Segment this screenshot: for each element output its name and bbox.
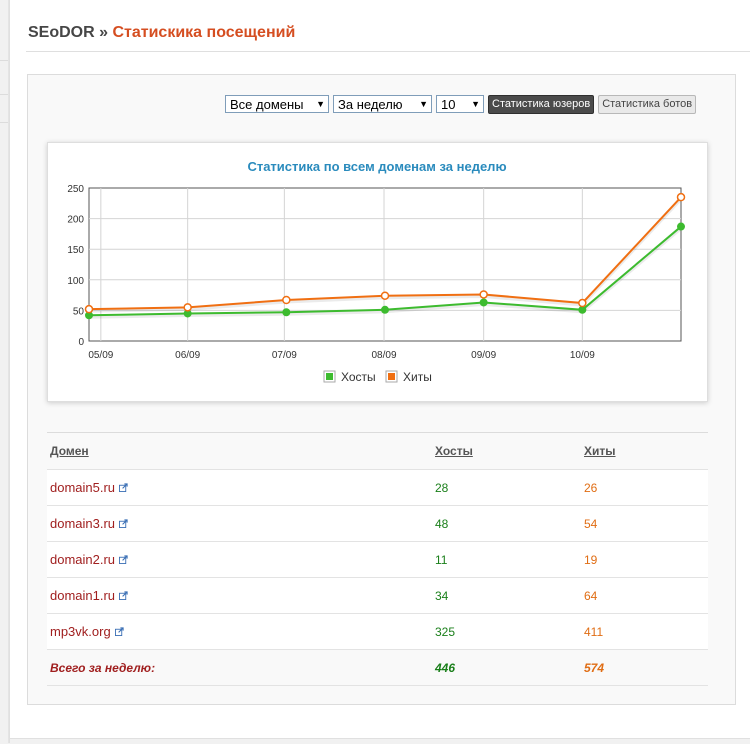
external-link-icon[interactable] (119, 483, 128, 492)
strip-mark (0, 94, 8, 95)
count-select[interactable]: 10 ▼ (436, 95, 484, 113)
table-row: domain3.ru 48 54 (47, 506, 708, 542)
x-tick-label: 05/09 (88, 350, 113, 361)
external-link-icon[interactable] (119, 555, 128, 564)
domain-cell: domain2.ru (50, 542, 128, 577)
domain-cell: domain1.ru (50, 578, 128, 613)
table-row: domain1.ru 34 64 (47, 578, 708, 614)
domain-cell: mp3vk.org (50, 614, 124, 649)
data-point-hosts (677, 222, 685, 231)
hosts-cell: 48 (435, 516, 449, 531)
domain-link[interactable]: domain5.ru (50, 480, 116, 495)
header-domain[interactable]: Домен (50, 444, 89, 458)
data-point-hits (282, 295, 291, 305)
domain-cell: domain3.ru (50, 506, 128, 541)
chevron-down-icon: ▼ (419, 99, 428, 109)
hosts-cell: 325 (435, 624, 456, 639)
external-link-icon[interactable] (114, 627, 124, 636)
data-point-hits (84, 304, 94, 314)
table-row: domain5.ru 28 26 (47, 470, 708, 506)
table-body: domain5.ru 28 26 domain3.ru 48 54 domain2.ru 11… (47, 470, 708, 650)
x-tick-label: 08/09 (371, 350, 396, 361)
data-point-hosts (381, 305, 389, 314)
domain-select[interactable]: Все домены ▼ (225, 95, 329, 113)
hits-cell: 411 (584, 624, 604, 639)
left-strip (0, 0, 9, 743)
x-tick-label: 07/09 (272, 350, 297, 361)
legend-label-hosts: Хосты (341, 370, 376, 384)
data-point-hits (578, 298, 587, 308)
y-tick-label: 200 (67, 215, 84, 226)
table-total-row: Всего за неделю: 446 574 (47, 650, 708, 686)
table-row: domain2.ru 11 19 (47, 542, 708, 578)
page: SEoDOR » Статискика посещений Все домены… (9, 0, 750, 744)
y-tick-label: 50 (73, 306, 85, 317)
external-link-icon[interactable] (119, 591, 128, 600)
hits-cell: 64 (584, 588, 598, 603)
period-select[interactable]: За неделю ▼ (333, 95, 432, 113)
data-point-hits (479, 290, 488, 299)
users-stats-button[interactable]: Статистика юзеров (488, 94, 595, 114)
hosts-cell: 11 (435, 552, 448, 567)
chevron-down-icon: ▼ (316, 99, 325, 109)
domain-link[interactable]: domain1.ru (50, 588, 116, 603)
hits-cell: 54 (584, 516, 598, 531)
total-label: Всего за неделю: (50, 660, 156, 675)
y-tick-label: 0 (78, 337, 84, 348)
hits-cell: 19 (584, 552, 598, 567)
data-point-hits (183, 303, 192, 312)
y-tick-label: 150 (67, 245, 84, 256)
x-tick-label: 10/09 (570, 350, 595, 361)
y-tick-label: 250 (67, 184, 84, 195)
page-heading: Статискика посещений (112, 24, 296, 41)
line-chart: Статистика по всем доменам за неделю 0 50 1… (67, 159, 686, 384)
data-point-hits (380, 291, 390, 300)
stats-table: Домен Хосты Хиты domain5.ru 28 26 domain3.r… (47, 432, 708, 686)
period-select-value: За неделю (338, 96, 403, 112)
domain-select-value: Все домены (230, 96, 304, 112)
title-divider (26, 51, 750, 52)
chart-title: Статистика по всем доменам за неделю (247, 159, 506, 174)
total-hits: 574 (584, 660, 605, 675)
x-tick-label: 09/09 (471, 350, 496, 361)
legend-label-hits: Хиты (403, 370, 432, 384)
total-hosts: 446 (435, 660, 456, 675)
table-header-row: Домен Хосты Хиты (47, 433, 708, 470)
strip-mark (0, 60, 8, 61)
bottom-edge (10, 738, 750, 744)
bots-stats-button[interactable]: Статистика ботов (598, 94, 697, 114)
title-separator: » (94, 24, 113, 41)
count-select-value: 10 (441, 96, 456, 112)
hits-cell: 26 (584, 480, 598, 495)
plot-area (88, 187, 682, 342)
legend-swatch-hosts (326, 373, 333, 380)
data-point-hits (676, 192, 686, 202)
chart-container: Статистика по всем доменам за неделю 0 50 1… (47, 142, 708, 402)
legend-swatch-hits (388, 373, 395, 380)
domain-link[interactable]: mp3vk.org (50, 624, 111, 639)
data-point-hosts (578, 305, 587, 314)
hosts-cell: 34 (435, 588, 449, 603)
chevron-down-icon: ▼ (471, 99, 480, 109)
hosts-cell: 28 (435, 480, 449, 495)
x-tick-label: 06/09 (175, 350, 200, 361)
page-title: SEoDOR » Статискика посещений (28, 24, 295, 42)
domain-link[interactable]: domain2.ru (50, 552, 116, 567)
data-point-hosts (282, 308, 291, 317)
header-hits[interactable]: Хиты (584, 444, 616, 458)
domain-link[interactable]: domain3.ru (50, 516, 116, 531)
strip-mark (0, 122, 8, 123)
stats-panel: Все домены ▼ За неделю ▼ 10 ▼ Статистика… (27, 74, 736, 705)
data-point-hosts (479, 298, 488, 307)
brand-name: SEoDOR (28, 24, 95, 41)
domain-cell: domain5.ru (50, 470, 128, 505)
y-tick-label: 100 (67, 276, 84, 287)
header-hosts[interactable]: Хосты (435, 444, 473, 458)
external-link-icon[interactable] (119, 519, 128, 528)
table-row: mp3vk.org 325 411 (47, 614, 708, 650)
filters-bar: Все домены ▼ За неделю ▼ 10 ▼ Статистика… (225, 94, 697, 114)
